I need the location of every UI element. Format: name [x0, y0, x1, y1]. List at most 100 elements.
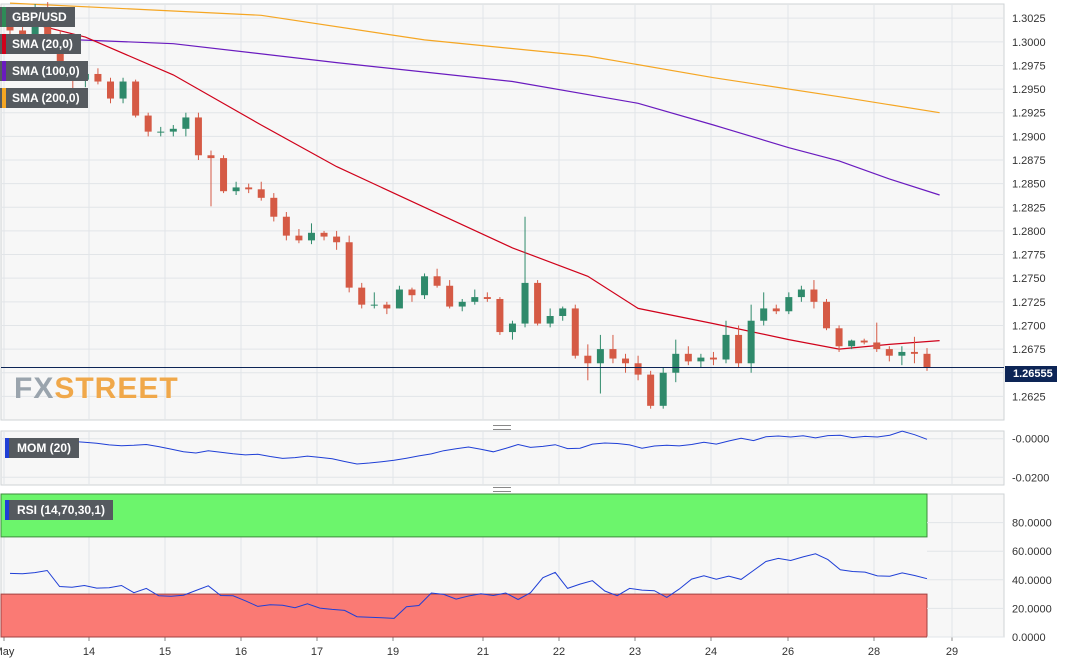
- candle-body: [885, 349, 893, 356]
- legend-symbol: GBP/USD: [0, 7, 75, 27]
- candle-body: [383, 304, 391, 309]
- candle-body: [672, 353, 680, 373]
- candle-body: [169, 128, 177, 132]
- y-tick-label: 1.2675: [1012, 344, 1046, 356]
- sma-20-line: [9, 17, 940, 350]
- x-tick-label: 16: [235, 646, 247, 658]
- legend-sma-20-label: SMA (20,0): [12, 37, 73, 51]
- candle-body: [182, 117, 190, 129]
- mom-pane-label-text: MOM (20): [17, 441, 71, 455]
- mom-pane-bg: [0, 430, 1005, 486]
- candle-body: [860, 340, 868, 343]
- candle-body: [596, 349, 604, 364]
- candle-body: [546, 316, 554, 324]
- x-tick-label: 24: [705, 646, 717, 658]
- candle-body: [94, 73, 102, 82]
- rsi-y-tick-label: 40.0000: [1012, 575, 1052, 587]
- legend-swatch-symbol: [2, 7, 6, 27]
- rsi-y-tick-label: 20.0000: [1012, 603, 1052, 615]
- rsi-y-tick-label: 60.0000: [1012, 546, 1052, 558]
- y-tick-label: 1.2850: [1012, 179, 1046, 191]
- rsi-y-tick-label: 0.0000: [1012, 632, 1046, 644]
- candle-body: [521, 282, 529, 324]
- mom-line: [9, 430, 928, 465]
- candle-body: [584, 355, 592, 364]
- pane-splitter-mom[interactable]: [493, 425, 511, 430]
- watermark-street: STREET: [54, 372, 179, 405]
- candle-body: [119, 81, 127, 99]
- candle-body: [31, 8, 39, 47]
- last-price-badge: 1.26555: [1005, 366, 1057, 382]
- candle-body: [609, 349, 617, 359]
- candle-body: [571, 308, 579, 356]
- candle-body: [873, 342, 881, 350]
- candle-body: [483, 297, 491, 299]
- legend-swatch-sma-100: [2, 61, 6, 81]
- candle-body: [257, 189, 265, 198]
- y-tick-label: 1.2900: [1012, 131, 1046, 143]
- y-tick-label: 1.2625: [1012, 391, 1046, 403]
- x-tick-label: 14: [83, 646, 95, 658]
- candle-body: [823, 301, 831, 329]
- main-pane-bg: [0, 3, 1005, 421]
- candle-body: [421, 276, 429, 296]
- y-tick-label: 1.2725: [1012, 297, 1046, 309]
- candle-body: [282, 216, 290, 236]
- rsi-oversold-zone: [0, 593, 928, 638]
- candle-body: [433, 276, 441, 286]
- candle-body: [220, 158, 228, 192]
- candle-body: [848, 340, 856, 347]
- candle-body: [634, 363, 642, 375]
- y-tick-label: 1.2950: [1012, 84, 1046, 96]
- x-tick-label: 26: [782, 646, 794, 658]
- candle-body: [320, 232, 328, 237]
- rsi-pane-label: RSI (14,70,30,1): [5, 500, 114, 520]
- candle-body: [446, 285, 454, 307]
- candle-body: [132, 81, 140, 116]
- candle-body: [157, 131, 165, 133]
- legend-symbol-label: GBP/USD: [12, 10, 67, 24]
- candle-body: [395, 289, 403, 309]
- x-tick-label: 21: [477, 646, 489, 658]
- legend-sma-100: SMA (100,0): [0, 61, 88, 81]
- watermark-fx: FX: [14, 372, 55, 405]
- y-tick-label: 1.3000: [1012, 37, 1046, 49]
- y-tick-label: 1.2825: [1012, 202, 1046, 214]
- candle-body: [647, 374, 655, 406]
- mom-swatch: [5, 438, 9, 458]
- candle-body: [6, 24, 14, 31]
- candle-body: [684, 353, 692, 362]
- candle-body: [295, 235, 303, 241]
- rsi-y-tick-label: 80.0000: [1012, 518, 1052, 530]
- legend-sma-100-label: SMA (100,0): [12, 64, 80, 78]
- candle-body: [709, 357, 717, 360]
- candle-body: [559, 308, 567, 316]
- y-tick-label: 1.2975: [1012, 60, 1046, 72]
- candle-body: [106, 81, 114, 99]
- candle-body: [370, 304, 378, 306]
- x-tick-label: 28: [868, 646, 880, 658]
- x-tick-label: 22: [553, 646, 565, 658]
- y-tick-label: 1.2800: [1012, 226, 1046, 238]
- candle-body: [307, 232, 315, 241]
- y-tick-label: 1.2775: [1012, 250, 1046, 262]
- rsi-line: [9, 553, 928, 619]
- candle-body: [797, 289, 805, 298]
- candle-body: [772, 308, 780, 312]
- legend-sma-200-label: SMA (200,0): [12, 91, 80, 105]
- candle-body: [245, 187, 253, 190]
- candle-body: [207, 155, 215, 159]
- candle-body: [408, 289, 416, 296]
- pane-splitter-rsi[interactable]: [493, 487, 511, 492]
- candle-body: [508, 323, 516, 333]
- legend-sma-20: SMA (20,0): [0, 34, 81, 54]
- candle-body: [835, 328, 843, 347]
- legend-swatch-sma-200: [2, 88, 6, 108]
- candle-body: [56, 37, 64, 75]
- rsi-pane-label-text: RSI (14,70,30,1): [17, 503, 106, 517]
- candle-body: [747, 320, 755, 364]
- candle-body: [659, 372, 667, 406]
- candle-body: [923, 353, 931, 368]
